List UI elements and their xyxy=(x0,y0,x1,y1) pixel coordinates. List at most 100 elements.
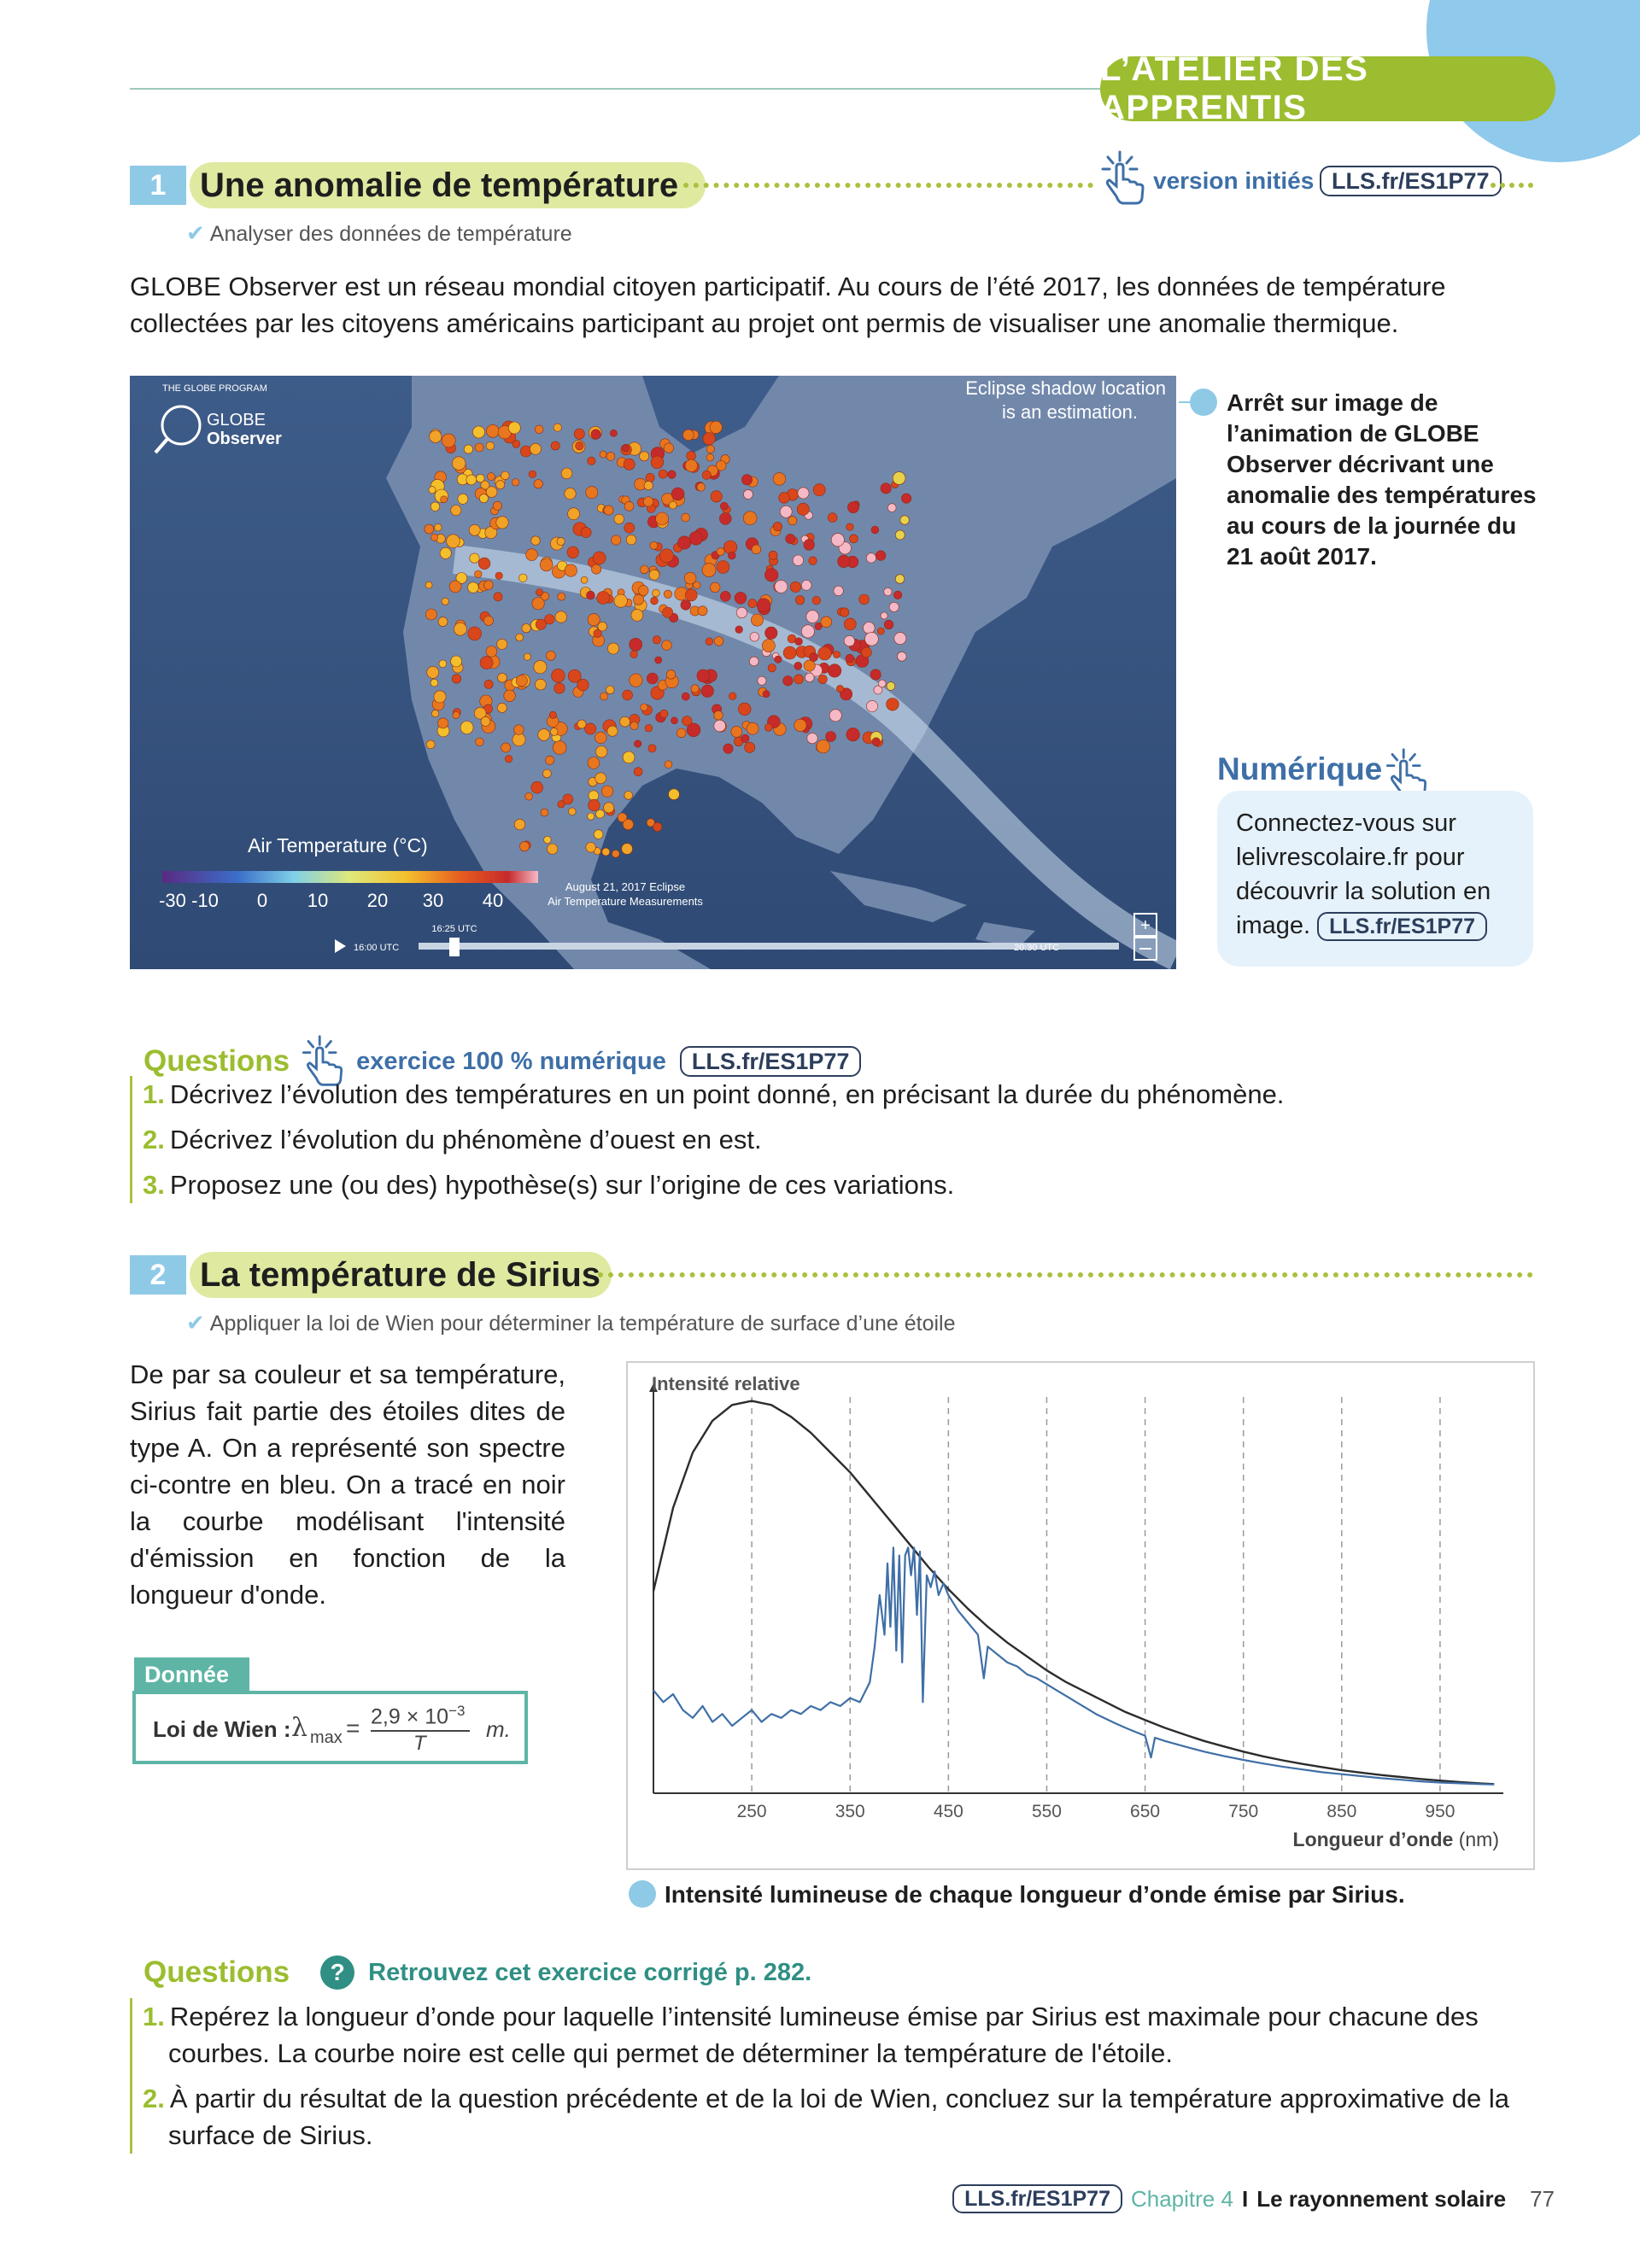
version-link-text[interactable]: LLS.fr/ES1P77 xyxy=(1320,166,1502,196)
measurement-dot xyxy=(524,792,533,801)
exercise-number: 2 xyxy=(130,1255,186,1295)
measurement-dot xyxy=(554,682,565,694)
measurement-dot xyxy=(743,489,753,500)
x-tick-label: 650 xyxy=(1130,1802,1160,1821)
intro-paragraph: GLOBE Observer est un réseau mondial cit… xyxy=(130,272,1446,338)
measurement-dot xyxy=(880,611,888,620)
measurement-dot xyxy=(671,716,678,725)
measurement-dot xyxy=(594,772,607,785)
dotted-rule xyxy=(683,183,1093,188)
eclipse-note-1: Eclipse shadow location xyxy=(965,377,1166,399)
measurement-dot xyxy=(794,661,803,670)
page-number: 77 xyxy=(1530,2185,1555,2212)
measurement-dot xyxy=(846,523,854,531)
version-link[interactable]: LLS.fr/ES1P77 xyxy=(1320,166,1502,196)
footer-link[interactable]: LLS.fr/ES1P77 xyxy=(952,2184,1122,2213)
measurement-dot xyxy=(744,741,756,753)
measurement-dot xyxy=(684,459,698,472)
measurement-dot xyxy=(652,635,661,645)
measurement-dot xyxy=(440,495,448,504)
date-line-2: Air Temperature Measurements xyxy=(548,895,703,908)
measurement-dot xyxy=(659,548,674,564)
measurement-dot xyxy=(897,652,907,662)
measurement-dot xyxy=(463,444,473,454)
measurement-dot xyxy=(682,716,693,727)
measurement-dot xyxy=(622,444,630,453)
measurement-dot xyxy=(652,588,660,598)
measurement-dot xyxy=(519,841,530,852)
measurement-dot xyxy=(633,767,643,777)
question-item: 1. Repérez la longueur d’onde pour laquel… xyxy=(143,2002,1479,2068)
measurement-dot xyxy=(441,597,449,605)
measurement-dot xyxy=(757,675,767,686)
measurement-dot xyxy=(533,479,543,489)
measurement-dot xyxy=(454,622,467,636)
measurement-dot xyxy=(429,430,442,443)
measurement-dot xyxy=(892,471,906,485)
measurement-dot xyxy=(512,440,521,448)
measurement-dot xyxy=(814,622,823,630)
measurement-dot xyxy=(600,692,608,701)
legend-title: Air Temperature (°C) xyxy=(248,834,428,856)
measurement-dot xyxy=(637,585,649,596)
measurement-dot xyxy=(564,564,577,577)
measurement-dot xyxy=(806,733,818,745)
measurement-dot xyxy=(622,818,634,830)
measurement-dot xyxy=(779,505,793,518)
caption-bullet xyxy=(629,1880,656,1908)
measurement-dot xyxy=(596,591,610,605)
measurement-dot xyxy=(624,522,636,534)
measurement-dot xyxy=(894,529,905,541)
measurement-dot xyxy=(543,835,552,845)
temperature-map: THE GLOBE PROGRAM GLOBE Observer Eclipse… xyxy=(130,376,1176,969)
measurement-dot xyxy=(599,450,607,459)
measurement-dot xyxy=(662,606,673,618)
measurement-dot xyxy=(713,710,723,721)
measurement-dot xyxy=(446,534,460,548)
measurement-dot xyxy=(430,533,438,541)
chapter-separator: I xyxy=(1241,2185,1249,2212)
x-tick-label: 750 xyxy=(1228,1802,1258,1821)
measurement-dot xyxy=(716,560,730,574)
measurement-dot xyxy=(518,573,528,582)
measurement-dot xyxy=(619,716,630,728)
map-graphic: THE GLOBE PROGRAM GLOBE Observer Eclipse… xyxy=(130,376,1176,969)
measurement-dot xyxy=(540,808,549,817)
questions-header: Questions ? Retrouvez cet exercice corri… xyxy=(144,1955,811,1990)
measurement-dot xyxy=(493,592,503,602)
x-tick-label: 450 xyxy=(934,1802,964,1821)
measurement-dot xyxy=(497,673,507,683)
measurement-dot xyxy=(642,496,653,507)
questions-title: Questions xyxy=(144,1955,290,1989)
fraction-bar xyxy=(371,1730,470,1732)
measurement-dot xyxy=(431,710,440,718)
measurement-dot xyxy=(654,656,663,664)
measurement-dot xyxy=(567,669,582,683)
measurement-dot xyxy=(705,637,714,646)
wien-numerator: 2,9 × 10−3 xyxy=(371,1703,466,1729)
measurement-dot xyxy=(876,627,885,635)
measurement-dot xyxy=(613,513,624,524)
measurement-dot xyxy=(655,511,669,526)
measurement-dot xyxy=(629,637,643,652)
questions-link[interactable]: LLS.fr/ES1P77 xyxy=(679,1046,862,1077)
measurement-dot xyxy=(701,470,712,480)
measurement-dot xyxy=(749,632,759,642)
measurement-dot xyxy=(888,601,899,612)
measurement-dot xyxy=(607,642,619,655)
measurement-dot xyxy=(621,843,633,855)
measurement-dot xyxy=(764,723,773,732)
measurement-dot xyxy=(686,451,696,461)
measurement-dot xyxy=(875,550,887,561)
measurement-dot xyxy=(677,535,692,550)
chapter-label: Chapitre 4 xyxy=(1130,2185,1233,2212)
measurement-dot xyxy=(587,456,596,465)
measurement-dot xyxy=(625,535,637,546)
measurement-dot xyxy=(668,500,677,510)
measurement-dot xyxy=(557,800,565,809)
measurement-dot xyxy=(846,728,860,742)
numerique-link[interactable]: LLS.fr/ES1P77 xyxy=(1317,912,1488,941)
measurement-dot xyxy=(735,606,747,618)
measurement-dot xyxy=(742,511,758,525)
measurement-dot xyxy=(886,681,896,691)
